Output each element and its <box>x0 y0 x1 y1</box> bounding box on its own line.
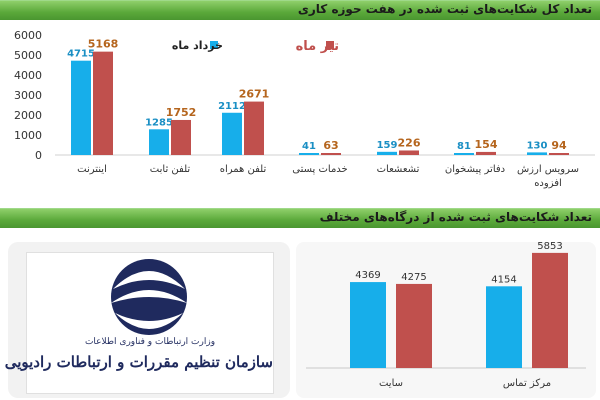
bar-tir <box>244 101 264 155</box>
data-label: 130 <box>527 140 548 151</box>
bar-tir <box>549 153 569 155</box>
x-tick-label: سرویس ارزش <box>517 164 579 175</box>
data-label: 159 <box>377 140 398 151</box>
bar-series-red <box>396 283 432 368</box>
y-tick-label: 2000 <box>14 109 42 122</box>
bar-khordad <box>71 60 91 156</box>
y-tick-label: 4000 <box>14 69 42 82</box>
y-tick-label: 0 <box>35 149 42 162</box>
data-label: 41 <box>302 141 316 152</box>
x-tick-label: خدمات پستی <box>292 164 347 175</box>
bar-series-blue <box>350 282 386 368</box>
data-label: 5168 <box>88 38 119 51</box>
chart2-title: تعداد شکایت‌های ثبت شده از درگاه‌های مخت… <box>319 210 592 224</box>
data-label: 4369 <box>355 270 380 281</box>
chart2: 4369 4275 سایت 4154 5853 مرکز تماس <box>306 242 586 389</box>
bar-khordad <box>377 151 397 155</box>
data-label: 4154 <box>491 274 516 285</box>
y-tick-label: 5000 <box>14 49 42 62</box>
y-tick-label: 3000 <box>14 89 42 102</box>
bar-khordad <box>149 129 169 155</box>
x-tick-label: تشعشعات <box>377 164 420 175</box>
x-tick-label: افزوده <box>534 178 562 189</box>
bar-series-red <box>532 252 568 368</box>
x-tick-label: تلفن همراه <box>220 164 267 175</box>
data-label: 4715 <box>67 49 95 60</box>
x-tick-label: دفاتر پیشخوان <box>445 164 505 175</box>
bar-series-blue <box>486 286 522 368</box>
legend-label-tir: تیر ماه <box>296 39 339 54</box>
data-label: 4275 <box>401 272 426 283</box>
x-tick-label: سایت <box>379 378 403 389</box>
bar-tir <box>171 119 191 155</box>
bar-tir <box>399 150 419 155</box>
chart1-title: تعداد کل شکایت‌های ثبت شده در هفت حوزه ک… <box>297 2 592 16</box>
bar-khordad <box>527 152 547 155</box>
data-label: 63 <box>323 139 338 152</box>
bar-tir <box>93 51 113 155</box>
legend-swatch-tir <box>326 41 334 49</box>
x-tick-label: تلفن ثابت <box>150 164 191 175</box>
y-tick-label: 1000 <box>14 129 42 142</box>
x-tick-label: مرکز تماس <box>503 378 551 389</box>
bar-tir <box>321 153 341 155</box>
legend-swatch-khordad <box>210 41 218 49</box>
data-label: 2112 <box>218 101 246 112</box>
bar-tir <box>476 151 496 155</box>
legend-label-khordad: خرداد ماه <box>172 39 223 52</box>
chart2-banner: تعداد شکایت‌های ثبت شده از درگاه‌های مخت… <box>0 208 600 228</box>
data-label: 1285 <box>145 117 173 128</box>
logo-organization-text: سازمان تنظیم مقررات و ارتباطات رادیویی <box>4 353 273 371</box>
organization-logo-icon <box>111 259 187 335</box>
data-label: 226 <box>398 136 421 149</box>
data-label: 81 <box>457 141 471 152</box>
x-tick-label: اینترنت <box>77 164 107 175</box>
data-label: 94 <box>551 139 567 152</box>
y-tick-label: 6000 <box>14 29 42 42</box>
data-label: 1752 <box>166 106 197 119</box>
data-label: 5853 <box>537 242 562 252</box>
bar-khordad <box>454 153 474 155</box>
bar-khordad <box>299 153 319 155</box>
logo-ministry-text: وزارت ارتباطات و فناوری اطلاعات <box>84 337 216 347</box>
bar-khordad <box>222 112 242 155</box>
chart1-banner: تعداد کل شکایت‌های ثبت شده در هفت حوزه ک… <box>0 0 600 20</box>
data-label: 154 <box>475 138 498 151</box>
data-label: 2671 <box>239 88 270 101</box>
logo-card: وزارت ارتباطات و فناوری اطلاعات سازمان ت… <box>4 252 274 394</box>
